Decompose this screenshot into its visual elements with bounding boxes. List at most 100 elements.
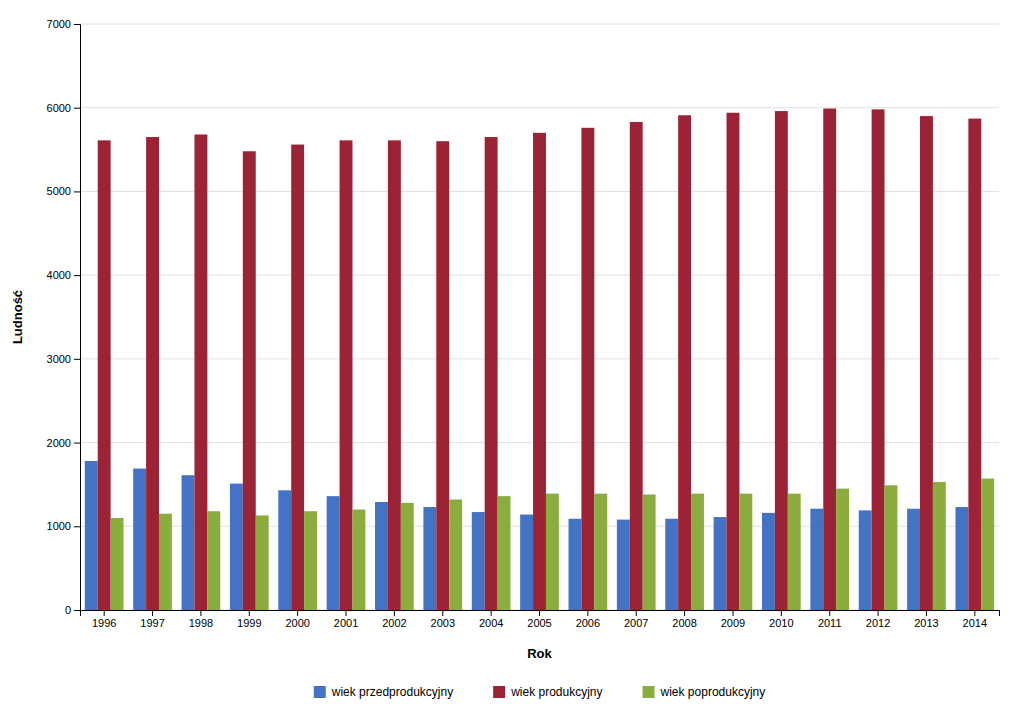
legend: wiek przedprodukcyjnywiek produkcyjnywie… (314, 685, 765, 699)
bar (449, 499, 462, 610)
x-tick: 1998 (189, 610, 213, 629)
y-tick-label: 5000 (47, 185, 71, 197)
bar (581, 128, 594, 610)
bar (401, 503, 414, 610)
bar (194, 135, 207, 610)
x-tick: 2010 (769, 610, 793, 629)
x-tick: 2000 (285, 610, 309, 629)
legend-label: wiek produkcyjny (510, 685, 602, 699)
x-tick: 2002 (382, 610, 406, 629)
x-tick-label: 2010 (769, 617, 793, 629)
y-tick: 5000 (47, 185, 80, 197)
bar (678, 115, 691, 610)
x-tick: 2014 (963, 610, 987, 629)
tick-mark (297, 610, 298, 616)
tick-mark (74, 24, 80, 25)
bar (423, 507, 436, 610)
x-tick-label: 2003 (431, 617, 455, 629)
x-tick: 2012 (866, 610, 890, 629)
x-tick: 2013 (914, 610, 938, 629)
tick-mark (74, 443, 80, 444)
bar-series (98, 109, 982, 610)
bar (146, 137, 159, 610)
bar (920, 116, 933, 610)
bar (207, 511, 220, 610)
y-axis: 0 1000 2000 3000 4000 5000 6000 7000 (47, 18, 81, 616)
bar (340, 140, 353, 610)
bar (182, 475, 195, 610)
bar (230, 484, 243, 610)
x-tick: 1997 (140, 610, 164, 629)
y-axis-title: Ludność (10, 290, 25, 344)
bar (775, 111, 788, 610)
x-axis-title: Rok (527, 646, 552, 661)
bar-series (111, 479, 995, 610)
x-tick: 2007 (624, 610, 648, 629)
x-tick: 2005 (527, 610, 551, 629)
x-tick: 2003 (431, 610, 455, 629)
tick-mark (539, 610, 540, 616)
legend-label: wiek poprodukcyjny (660, 685, 766, 699)
bar (520, 515, 533, 610)
bar (243, 151, 256, 610)
x-tick-label: 2002 (382, 617, 406, 629)
y-tick-label: 3000 (47, 353, 71, 365)
y-tick: 6000 (47, 102, 80, 114)
bar (691, 494, 704, 610)
tick-mark (684, 610, 685, 616)
tick-mark (74, 359, 80, 360)
tick-mark (829, 610, 830, 616)
x-tick-label: 2006 (576, 617, 600, 629)
tick-mark (249, 610, 250, 616)
y-tick-label: 7000 (47, 18, 71, 30)
x-tick-label: 2014 (963, 617, 987, 629)
y-tick-label: 0 (65, 604, 71, 616)
x-tick-label: 2001 (334, 617, 358, 629)
bar (352, 510, 365, 610)
legend-item: wiek produkcyjny (493, 685, 602, 699)
axis-line (81, 611, 1000, 617)
axis-line (74, 25, 81, 611)
y-tick: 2000 (47, 437, 80, 449)
bar (546, 494, 559, 610)
bar (498, 496, 511, 610)
x-tick: 2011 (818, 610, 842, 629)
bar (85, 461, 98, 610)
bar (304, 511, 317, 610)
grid (80, 24, 999, 610)
x-tick-label: 2005 (527, 617, 551, 629)
bar (159, 514, 172, 610)
tick-mark (491, 610, 492, 616)
legend-swatch (643, 686, 655, 698)
tick-mark (74, 275, 80, 276)
bar (643, 494, 656, 610)
x-tick: 1999 (237, 610, 261, 629)
bar (594, 494, 607, 610)
tick-mark (74, 191, 80, 192)
bar (955, 507, 968, 610)
bar (291, 145, 304, 610)
bar (714, 517, 727, 610)
x-tick: 2006 (576, 610, 600, 629)
legend-swatch (493, 686, 505, 698)
bar (485, 137, 498, 610)
x-tick-label: 2009 (721, 617, 745, 629)
tick-mark (74, 610, 80, 611)
bar (533, 133, 546, 610)
tick-mark (636, 610, 637, 616)
bar (278, 490, 291, 610)
x-tick: 2009 (721, 610, 745, 629)
tick-mark (974, 610, 975, 616)
bar (98, 140, 111, 610)
tick-mark (732, 610, 733, 616)
bar (739, 494, 752, 610)
bar (665, 519, 678, 610)
y-tick-label: 4000 (47, 269, 71, 281)
tick-mark (878, 610, 879, 616)
plot-area: 1996199719981999200020012002200320042005… (47, 18, 1000, 629)
bar (859, 510, 872, 610)
y-tick-label: 1000 (47, 520, 71, 532)
x-tick-label: 1997 (140, 617, 164, 629)
bar (981, 479, 994, 610)
bar (327, 496, 340, 610)
